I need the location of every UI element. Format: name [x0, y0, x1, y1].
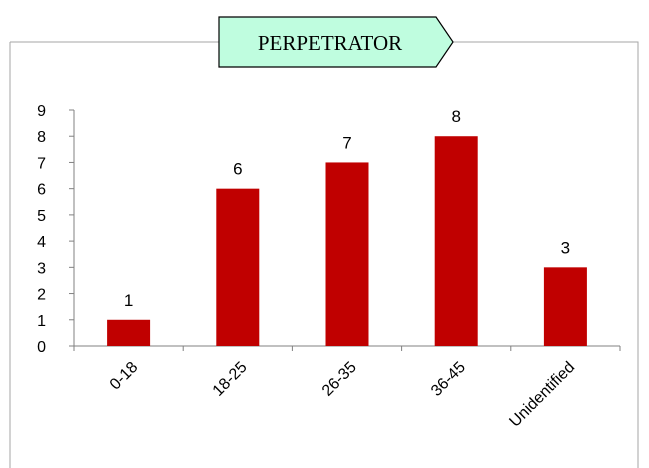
chart-title: PERPETRATOR	[258, 31, 402, 55]
y-tick-label: 0	[37, 339, 46, 356]
data-label: 7	[342, 133, 351, 152]
labels: 0 1 2 3 4 5 6 7 8 9 1 0-18 6 18-25 7 26-35 8 36-45 3 Uniden…	[37, 103, 578, 431]
bars	[107, 136, 587, 346]
bar	[216, 188, 260, 346]
bar	[543, 267, 587, 346]
bar	[107, 319, 151, 346]
title-box: PERPETRATOR	[218, 16, 454, 68]
data-label: 8	[451, 107, 460, 126]
bar	[325, 162, 369, 346]
title-box-shape	[218, 16, 454, 68]
y-tick-label: 3	[37, 260, 46, 277]
data-label: 6	[233, 160, 242, 179]
category-label: 36-45	[428, 359, 469, 400]
y-tick-label: 2	[37, 287, 46, 304]
y-tick-label: 8	[37, 129, 46, 146]
data-label: 1	[124, 291, 133, 310]
y-tick-label: 6	[37, 182, 46, 199]
data-label: 3	[561, 238, 570, 257]
bar	[434, 136, 478, 346]
y-tick-label: 1	[37, 313, 46, 330]
category-label: Unidentified	[506, 359, 578, 431]
y-tick-label: 7	[37, 155, 46, 172]
category-label: 18-25	[210, 359, 251, 400]
category-label: 26-35	[319, 359, 360, 400]
y-tick-label: 4	[37, 234, 46, 251]
y-tick-label: 9	[37, 103, 46, 120]
y-tick-label: 5	[37, 208, 46, 225]
category-label: 0-18	[107, 359, 142, 394]
